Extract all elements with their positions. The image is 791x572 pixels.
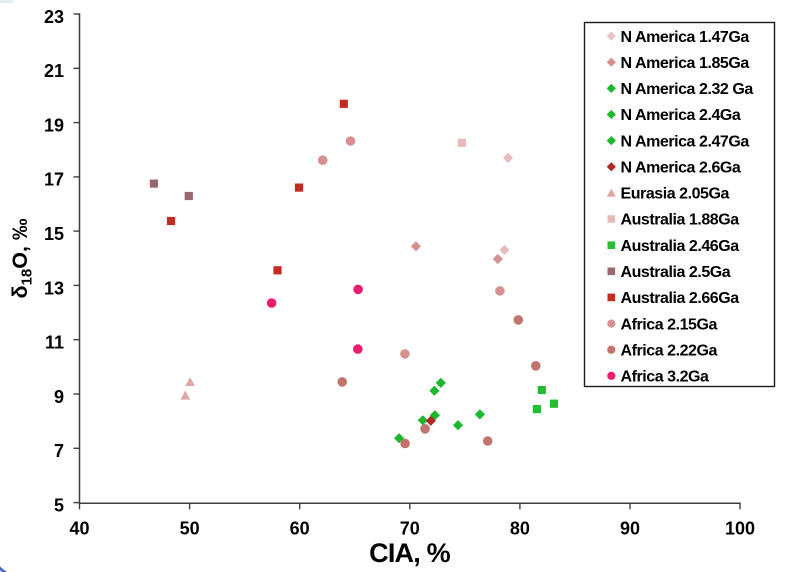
svg-text:90: 90 (620, 519, 640, 539)
svg-text:17: 17 (44, 170, 64, 190)
svg-text:7: 7 (54, 441, 64, 461)
svg-text:50: 50 (180, 519, 200, 539)
svg-text:Australia 1.88Ga: Australia 1.88Ga (621, 212, 740, 229)
svg-text:70: 70 (400, 519, 420, 539)
svg-text:Australia 2.66Ga: Australia 2.66Ga (621, 290, 740, 307)
svg-text:Australia 2.46Ga: Australia 2.46Ga (621, 238, 740, 255)
svg-text:40: 40 (69, 519, 89, 539)
svg-text:Australia 2.5Ga: Australia 2.5Ga (621, 264, 731, 281)
svg-text:Eurasia 2.05Ga: Eurasia 2.05Ga (621, 186, 730, 203)
svg-text:N America 2.4Ga: N America 2.4Ga (621, 107, 741, 124)
svg-text:Africa 2.22Ga: Africa 2.22Ga (621, 342, 718, 359)
svg-text:N America 2.47Ga: N America 2.47Ga (621, 133, 750, 150)
svg-text:N America 1.47Ga: N America 1.47Ga (621, 29, 750, 46)
svg-text:19: 19 (44, 115, 64, 135)
svg-text:5: 5 (54, 496, 64, 516)
svg-text:11: 11 (45, 333, 64, 353)
svg-text:23: 23 (44, 7, 64, 27)
svg-text:9: 9 (54, 387, 64, 407)
svg-text:80: 80 (510, 519, 530, 539)
svg-text:Africa 3.2Ga: Africa 3.2Ga (621, 369, 710, 386)
svg-text:N America 2.32 Ga: N America 2.32 Ga (621, 81, 754, 98)
svg-text:13: 13 (44, 278, 64, 298)
svg-text:60: 60 (290, 519, 310, 539)
svg-text:100: 100 (725, 519, 755, 539)
svg-text:CIA, %: CIA, % (369, 538, 451, 568)
svg-text:δ18O, ‰: δ18O, ‰ (8, 218, 36, 298)
svg-text:N America 2.6Ga: N America 2.6Ga (621, 160, 741, 177)
svg-text:N America 1.85Ga: N America 1.85Ga (621, 55, 750, 72)
svg-text:15: 15 (44, 224, 64, 244)
svg-text:Africa 2.15Ga: Africa 2.15Ga (621, 316, 718, 333)
svg-text:21: 21 (44, 61, 64, 81)
